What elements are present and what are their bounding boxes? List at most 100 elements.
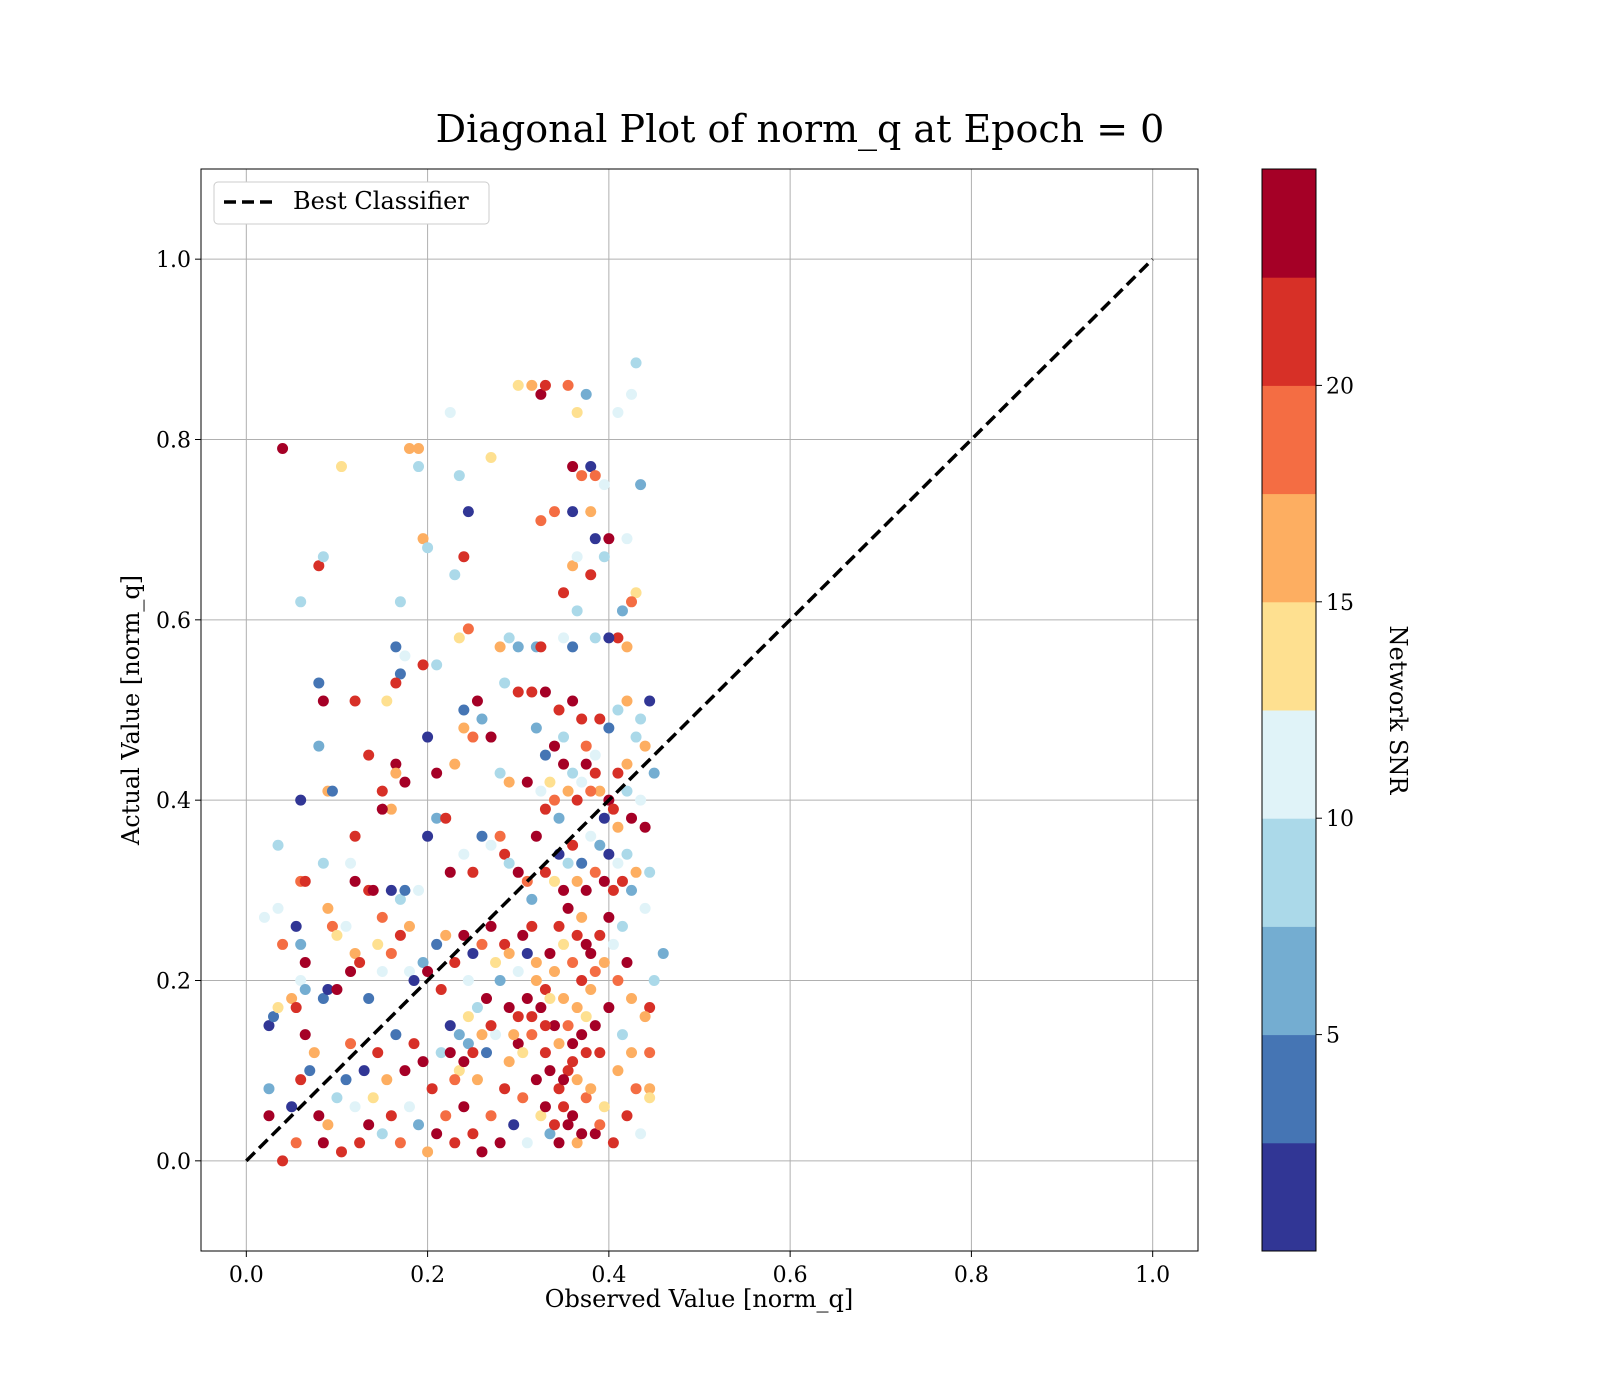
scatter-point [363, 993, 375, 1005]
scatter-point [390, 758, 402, 770]
y-tick-label: 1.0 [156, 248, 191, 273]
scatter-point [530, 722, 542, 734]
scatter-point [530, 975, 542, 986]
scatter-point [594, 929, 606, 941]
scatter-point [408, 1038, 420, 1050]
scatter-point [571, 1074, 583, 1086]
scatter-point [526, 1011, 538, 1023]
colorbar-label: Network SNR [1384, 626, 1412, 796]
scatter-point [317, 1137, 329, 1149]
colorbar: 5 10 15 20 [1261, 168, 1354, 1252]
scatter-point [372, 1047, 384, 1059]
colorbar-bin [1262, 1142, 1316, 1252]
scatter-point [440, 929, 452, 941]
legend-box [213, 181, 490, 225]
scatter-point [539, 1020, 551, 1032]
scatter-point [263, 1020, 275, 1032]
scatter-point [512, 379, 524, 391]
scatter-point [358, 1065, 370, 1077]
scatter-point [295, 938, 307, 950]
scatter-point [585, 984, 597, 996]
scatter-point [399, 776, 411, 788]
scatter-point [571, 929, 583, 941]
scatter-point [644, 1047, 656, 1059]
scatter-point [548, 740, 560, 752]
scatter-point [558, 884, 570, 896]
scatter-point [299, 956, 311, 968]
scatter-point [639, 902, 651, 914]
scatter-point [335, 461, 347, 473]
scatter-point [616, 875, 628, 887]
scatter-point [335, 1146, 347, 1158]
scatter-point [589, 533, 601, 545]
scatter-point [621, 956, 633, 968]
scatter-point [530, 1074, 542, 1086]
scatter-point [340, 920, 352, 932]
scatter-point [449, 758, 461, 770]
scatter-point [417, 659, 429, 671]
scatter-point [580, 1047, 592, 1059]
x-tick-label: 0.0 [229, 1263, 264, 1288]
scatter-point [512, 965, 524, 977]
scatter-point [558, 993, 570, 1005]
scatter-point [354, 956, 366, 968]
scatter-point [589, 866, 601, 878]
scatter-point [567, 506, 579, 518]
best-classifier-line [245, 257, 1154, 1163]
scatter-point [399, 650, 411, 662]
scatter-point [390, 641, 402, 653]
scatter-point [422, 1146, 434, 1158]
scatter-point [322, 902, 334, 914]
scatter-point [376, 785, 388, 797]
scatter-point [503, 776, 515, 788]
scatter-point [539, 803, 551, 815]
scatter-point [499, 677, 511, 689]
scatter-point [635, 1128, 647, 1140]
scatter-point [512, 866, 524, 878]
scatter-point [548, 1119, 560, 1131]
scatter-point [349, 695, 361, 707]
scatter-point [444, 866, 456, 878]
scatter-point [539, 379, 551, 391]
scatter-point [553, 1038, 565, 1050]
scatter-point [322, 984, 334, 996]
scatter-point [340, 1074, 352, 1086]
scatter-point [408, 975, 420, 986]
scatter-point [476, 938, 488, 950]
scatter-point [526, 893, 538, 905]
scatter-point [431, 812, 443, 824]
colorbar-bin [1262, 385, 1316, 495]
x-tick-label: 0.6 [773, 1263, 808, 1288]
colorbar-bin [1262, 493, 1316, 603]
scatter-point [458, 722, 470, 734]
scatter-point [394, 668, 406, 680]
scatter-point [503, 857, 515, 869]
scatter-point [580, 884, 592, 896]
scatter-point [585, 830, 597, 842]
scatter-point [612, 632, 624, 644]
scatter-point [367, 1092, 379, 1104]
scatter-point [345, 857, 357, 869]
scatter-point [417, 1056, 429, 1068]
scatter-point [512, 1038, 524, 1050]
x-tick-label: 0.4 [591, 1263, 626, 1288]
scatter-point [363, 1119, 375, 1131]
scatter-point [576, 911, 588, 923]
scatter-point [603, 848, 615, 860]
scatter-point [376, 803, 388, 815]
scatter-point [562, 1065, 574, 1077]
scatter-point [349, 1101, 361, 1113]
scatter-point [440, 812, 452, 824]
scatter-point [295, 596, 307, 608]
scatter-point [567, 641, 579, 653]
scatter-point [481, 1047, 493, 1059]
scatter-point [458, 1056, 470, 1068]
scatter-point [630, 866, 642, 878]
scatter-point [562, 857, 574, 869]
scatter-point [548, 1020, 560, 1032]
scatter-point [648, 767, 660, 779]
scatter-point [494, 767, 506, 779]
scatter-point [512, 1011, 524, 1023]
x-tick-label: 0.8 [954, 1263, 989, 1288]
legend[interactable]: Best Classifier [213, 181, 490, 225]
